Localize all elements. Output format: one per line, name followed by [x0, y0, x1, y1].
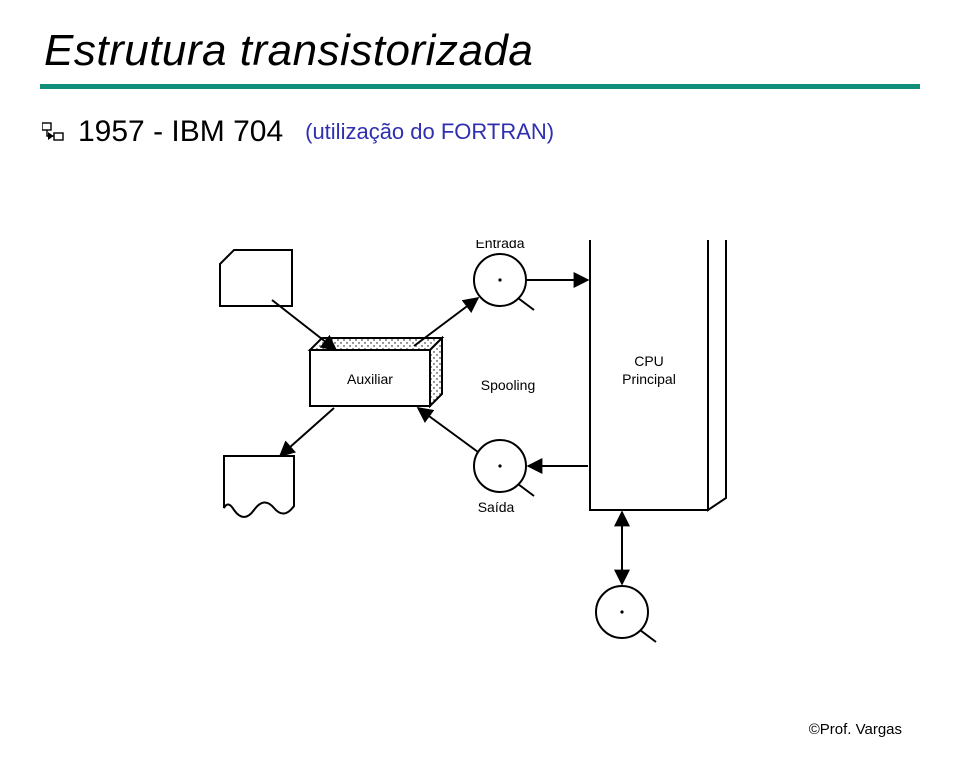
bullet-subtext: (utilização do FORTRAN) [305, 119, 554, 145]
label-cpu-1: CPU [634, 353, 664, 369]
node-tape-entrada: Entrada [474, 240, 534, 310]
slide: Estrutura transistorizada 1957 - IBM 704… [0, 0, 960, 762]
page-title: Estrutura transistorizada [44, 26, 920, 76]
edge-aux-entrada [414, 298, 478, 346]
bullet-text: 1957 - IBM 704 [78, 115, 283, 149]
node-tape-saida: Saída [474, 440, 534, 515]
diagram: Auxiliar Entrada Spooling CPU Principal [190, 240, 790, 680]
label-saida: Saída [478, 499, 515, 515]
label-auxiliar: Auxiliar [347, 371, 393, 387]
edge-aux-printout [280, 408, 334, 456]
node-cpu: CPU Principal [590, 240, 726, 510]
bullet-icon [42, 121, 64, 143]
bullet-row: 1957 - IBM 704 (utilização do FORTRAN) [42, 115, 920, 149]
edge-card-aux [272, 300, 336, 350]
node-card [220, 250, 292, 306]
edge-saida-aux [418, 408, 478, 452]
title-underline [40, 84, 920, 89]
label-entrada: Entrada [475, 240, 524, 251]
footer-credit: ©Prof. Vargas [809, 721, 902, 738]
node-tape-bottom [596, 586, 656, 642]
node-printout [224, 456, 294, 517]
label-cpu-2: Principal [622, 371, 676, 387]
node-auxiliar: Auxiliar [310, 338, 442, 406]
label-spooling: Spooling [481, 377, 536, 393]
